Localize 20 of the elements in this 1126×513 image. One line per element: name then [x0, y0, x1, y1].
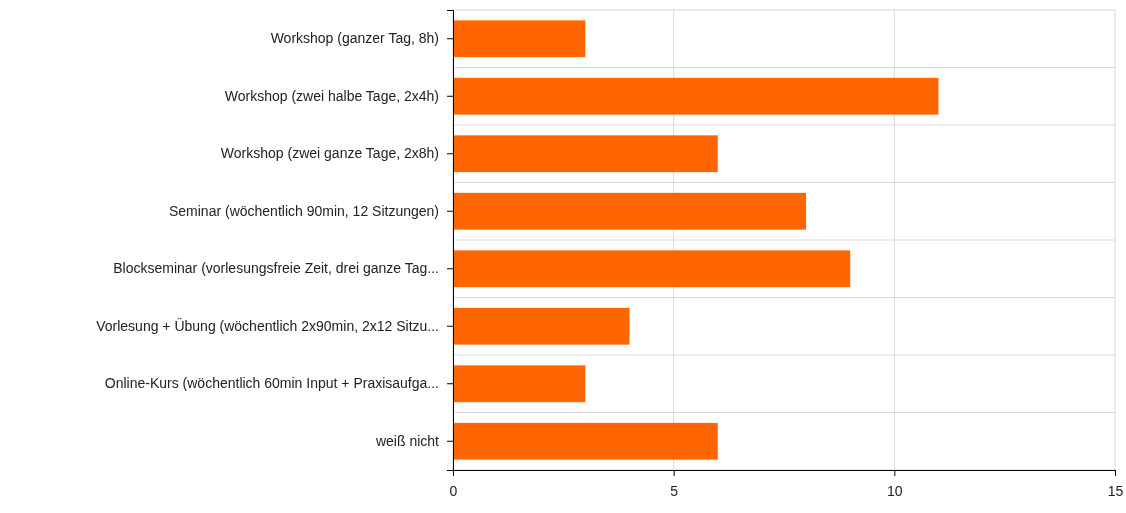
bar — [453, 365, 586, 403]
x-tick-label: 5 — [670, 482, 679, 499]
bar — [453, 20, 586, 58]
bar — [453, 192, 807, 230]
bar — [453, 422, 718, 460]
x-tick-label: 0 — [449, 482, 458, 499]
y-tick-label: Blockseminar (vorlesungsfreie Zeit, drei ganze Tag... — [113, 260, 439, 277]
y-tick-label: weiß nicht — [374, 432, 440, 449]
bar — [453, 307, 630, 345]
bar — [453, 77, 939, 115]
x-tick-label: 10 — [887, 482, 903, 499]
x-tick-label: 15 — [1107, 482, 1124, 499]
y-tick-label: Workshop (zwei halbe Tage, 2x4h) — [224, 87, 439, 104]
y-tick-label: Vorlesung + Übung (wöchentlich 2x90min, 2x12 Sitzu... — [96, 316, 439, 334]
y-tick-label: Seminar (wöchentlich 90min, 12 Sitzungen) — [168, 202, 439, 219]
bar — [453, 135, 718, 173]
y-tick-label: Workshop (zwei ganze Tage, 2x8h) — [220, 145, 439, 162]
y-tick-label: Workshop (ganzer Tag, 8h) — [270, 30, 439, 47]
y-tick-label: Online-Kurs (wöchentlich 60min Input + Praxisaufga... — [104, 375, 439, 392]
bar — [453, 250, 851, 288]
